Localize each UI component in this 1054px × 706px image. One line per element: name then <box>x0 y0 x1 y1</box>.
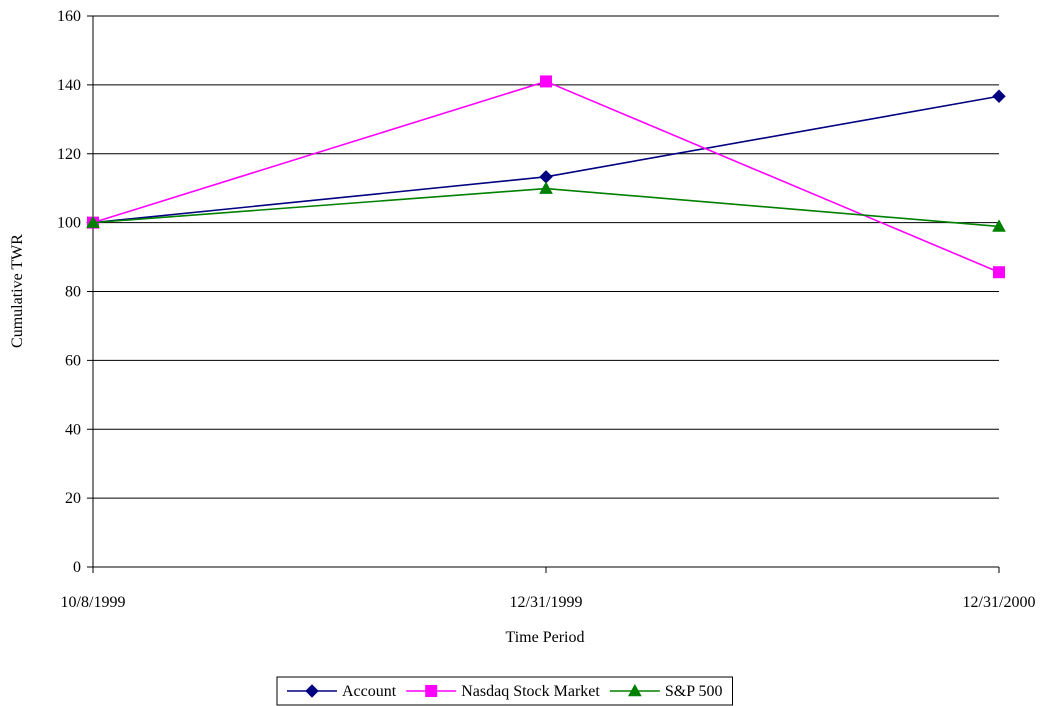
x-tick-labels: 10/8/1999 12/31/1999 12/31/2000 <box>61 594 1036 611</box>
y-tick-label: 20 <box>65 490 81 507</box>
legend-label: Account <box>342 683 397 700</box>
legend-label: Nasdaq Stock Market <box>461 683 600 700</box>
data-point-s-p-500 <box>86 215 100 228</box>
data-point-account <box>539 170 553 184</box>
y-tick-label: 0 <box>73 559 81 576</box>
data-point-account <box>992 89 1006 103</box>
legend-swatch-marker <box>425 685 438 697</box>
legend-entry-nasdaq-stock-market: Nasdaq Stock Market <box>406 683 600 700</box>
legend-swatch-marker <box>305 684 319 698</box>
x-axis-title: Time Period <box>506 629 585 646</box>
y-tick-label: 100 <box>57 215 81 232</box>
data-point-s-p-500 <box>539 181 553 194</box>
x-tick-label: 12/31/2000 <box>963 594 1036 611</box>
x-tick-label: 12/31/1999 <box>510 594 583 611</box>
y-tick-label: 60 <box>65 352 81 369</box>
series-layer <box>86 75 1006 279</box>
y-tick-label: 80 <box>65 284 81 301</box>
y-tick-label: 40 <box>65 421 81 438</box>
legend: Account Nasdaq Stock Market S&P 500 <box>276 676 733 706</box>
y-tick-labels: 0 20 40 60 80 100 120 140 160 <box>57 8 81 576</box>
data-point-nasdaq-stock-market <box>540 75 552 88</box>
y-axis-title: Cumulative TWR <box>9 234 26 348</box>
series-line-account <box>92 95 1000 224</box>
x-tick-label: 10/8/1999 <box>61 594 126 611</box>
y-tick-label: 120 <box>57 146 81 163</box>
legend-label: S&P 500 <box>665 683 723 700</box>
axes <box>87 15 1000 573</box>
data-point-s-p-500 <box>992 219 1006 232</box>
y-tick-label: 140 <box>57 77 81 94</box>
gridlines <box>93 15 999 499</box>
legend-swatch-marker <box>627 683 642 697</box>
legend-box <box>276 676 733 706</box>
legend-entry-s-p-500: S&P 500 <box>609 683 723 700</box>
y-tick-label: 160 <box>57 8 81 25</box>
legend-entry-account: Account <box>287 683 397 700</box>
series-line-s-p-500 <box>92 187 1000 228</box>
data-point-nasdaq-stock-market <box>993 266 1005 279</box>
